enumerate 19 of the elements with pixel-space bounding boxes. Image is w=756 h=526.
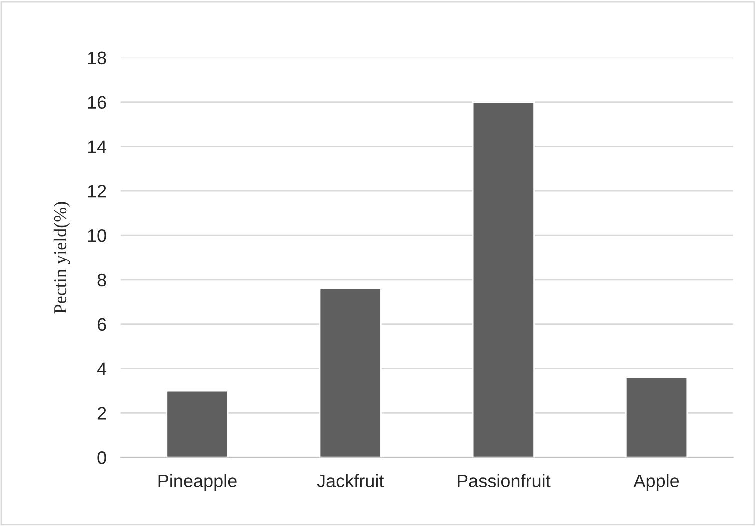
y-tick-label: 4 (97, 362, 107, 376)
y-tick-label: 14 (88, 140, 107, 154)
y-tick-label: 16 (88, 96, 106, 109)
x-tick-label: Jackfruit (317, 474, 384, 488)
x-tick-label: Pineapple (158, 474, 237, 492)
y-tick-label: 8 (98, 274, 106, 287)
bar (166, 390, 229, 458)
x-tick-label: Apple (634, 474, 680, 492)
y-tick-label: 10 (88, 229, 106, 242)
x-tick-label: Passionfruit (458, 474, 551, 488)
y-tick-label: 0 (98, 452, 106, 464)
bar (625, 376, 688, 458)
bar (472, 102, 535, 458)
y-tick-label: 2 (98, 407, 106, 420)
bar (319, 288, 382, 458)
y-tick-label: 18 (88, 52, 106, 65)
y-axis-title: Pectin yield(%) (54, 202, 70, 314)
y-tick-label: 6 (98, 318, 106, 332)
y-tick-label: 12 (88, 185, 106, 198)
